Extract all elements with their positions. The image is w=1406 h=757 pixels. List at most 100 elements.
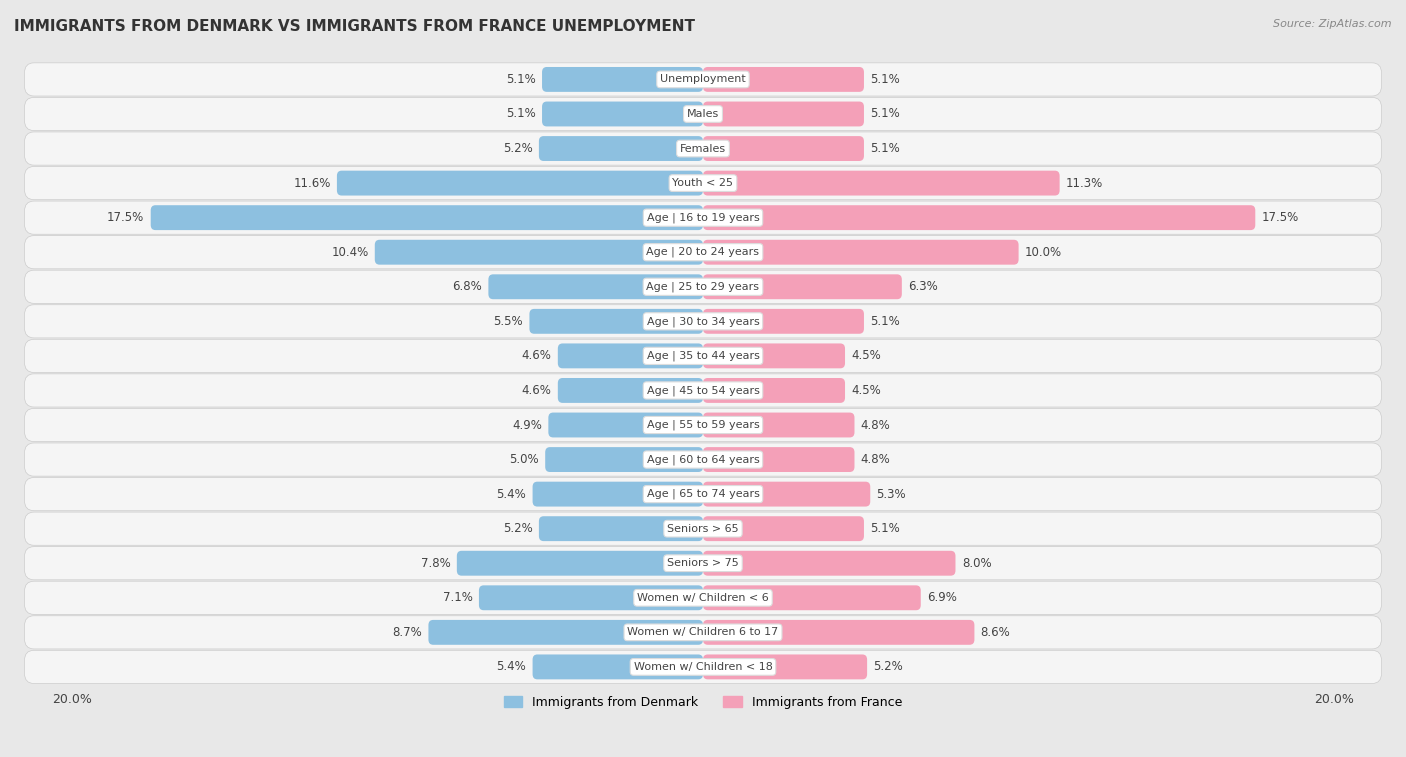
FancyBboxPatch shape <box>703 205 1256 230</box>
Text: Males: Males <box>688 109 718 119</box>
Text: 5.4%: 5.4% <box>496 488 526 500</box>
Text: Age | 55 to 59 years: Age | 55 to 59 years <box>647 419 759 430</box>
FancyBboxPatch shape <box>703 101 863 126</box>
Text: 5.2%: 5.2% <box>873 660 903 674</box>
FancyBboxPatch shape <box>24 478 1382 511</box>
Text: Age | 16 to 19 years: Age | 16 to 19 years <box>647 213 759 223</box>
FancyBboxPatch shape <box>24 443 1382 476</box>
FancyBboxPatch shape <box>24 615 1382 649</box>
Text: 5.2%: 5.2% <box>503 142 533 155</box>
Text: 7.8%: 7.8% <box>420 556 450 570</box>
FancyBboxPatch shape <box>558 378 703 403</box>
Text: 17.5%: 17.5% <box>107 211 145 224</box>
Text: 5.1%: 5.1% <box>870 107 900 120</box>
Text: 4.5%: 4.5% <box>851 350 882 363</box>
Text: 4.6%: 4.6% <box>522 384 551 397</box>
Text: Age | 65 to 74 years: Age | 65 to 74 years <box>647 489 759 500</box>
FancyBboxPatch shape <box>703 170 1060 195</box>
FancyBboxPatch shape <box>24 63 1382 96</box>
FancyBboxPatch shape <box>24 581 1382 615</box>
Text: 4.6%: 4.6% <box>522 350 551 363</box>
FancyBboxPatch shape <box>546 447 703 472</box>
Text: Age | 25 to 29 years: Age | 25 to 29 years <box>647 282 759 292</box>
FancyBboxPatch shape <box>703 516 863 541</box>
Text: 17.5%: 17.5% <box>1261 211 1299 224</box>
Text: Women w/ Children 6 to 17: Women w/ Children 6 to 17 <box>627 628 779 637</box>
FancyBboxPatch shape <box>548 413 703 438</box>
FancyBboxPatch shape <box>24 235 1382 269</box>
FancyBboxPatch shape <box>703 309 863 334</box>
Text: 10.0%: 10.0% <box>1025 246 1062 259</box>
Text: Women w/ Children < 6: Women w/ Children < 6 <box>637 593 769 603</box>
Text: 5.1%: 5.1% <box>870 73 900 86</box>
Text: 5.5%: 5.5% <box>494 315 523 328</box>
FancyBboxPatch shape <box>538 516 703 541</box>
FancyBboxPatch shape <box>703 585 921 610</box>
Text: Youth < 25: Youth < 25 <box>672 178 734 188</box>
FancyBboxPatch shape <box>24 650 1382 684</box>
FancyBboxPatch shape <box>24 305 1382 338</box>
FancyBboxPatch shape <box>24 339 1382 372</box>
FancyBboxPatch shape <box>558 344 703 369</box>
FancyBboxPatch shape <box>337 170 703 195</box>
Text: 4.8%: 4.8% <box>860 453 890 466</box>
Text: 5.1%: 5.1% <box>506 73 536 86</box>
Text: 5.1%: 5.1% <box>870 315 900 328</box>
Text: 7.1%: 7.1% <box>443 591 472 604</box>
FancyBboxPatch shape <box>703 447 855 472</box>
Text: Age | 30 to 34 years: Age | 30 to 34 years <box>647 316 759 326</box>
FancyBboxPatch shape <box>24 98 1382 130</box>
Text: Age | 20 to 24 years: Age | 20 to 24 years <box>647 247 759 257</box>
FancyBboxPatch shape <box>429 620 703 645</box>
Text: 5.1%: 5.1% <box>870 522 900 535</box>
FancyBboxPatch shape <box>24 167 1382 200</box>
Text: 5.0%: 5.0% <box>509 453 538 466</box>
FancyBboxPatch shape <box>530 309 703 334</box>
FancyBboxPatch shape <box>375 240 703 265</box>
Text: Seniors > 75: Seniors > 75 <box>666 558 740 569</box>
Text: 5.1%: 5.1% <box>506 107 536 120</box>
FancyBboxPatch shape <box>24 374 1382 407</box>
Legend: Immigrants from Denmark, Immigrants from France: Immigrants from Denmark, Immigrants from… <box>499 691 907 714</box>
Text: Women w/ Children < 18: Women w/ Children < 18 <box>634 662 772 672</box>
Text: 6.8%: 6.8% <box>453 280 482 293</box>
Text: 8.0%: 8.0% <box>962 556 991 570</box>
Text: 5.1%: 5.1% <box>870 142 900 155</box>
Text: 11.6%: 11.6% <box>294 176 330 189</box>
FancyBboxPatch shape <box>703 378 845 403</box>
FancyBboxPatch shape <box>533 481 703 506</box>
FancyBboxPatch shape <box>150 205 703 230</box>
Text: 8.7%: 8.7% <box>392 626 422 639</box>
Text: 4.9%: 4.9% <box>512 419 543 431</box>
Text: 11.3%: 11.3% <box>1066 176 1104 189</box>
Text: Source: ZipAtlas.com: Source: ZipAtlas.com <box>1274 19 1392 29</box>
Text: 6.3%: 6.3% <box>908 280 938 293</box>
Text: 4.8%: 4.8% <box>860 419 890 431</box>
FancyBboxPatch shape <box>703 240 1018 265</box>
Text: 5.4%: 5.4% <box>496 660 526 674</box>
FancyBboxPatch shape <box>533 655 703 679</box>
FancyBboxPatch shape <box>457 551 703 575</box>
FancyBboxPatch shape <box>24 409 1382 441</box>
Text: Age | 45 to 54 years: Age | 45 to 54 years <box>647 385 759 396</box>
Text: 6.9%: 6.9% <box>927 591 957 604</box>
FancyBboxPatch shape <box>703 413 855 438</box>
Text: Unemployment: Unemployment <box>661 74 745 85</box>
FancyBboxPatch shape <box>703 620 974 645</box>
Text: IMMIGRANTS FROM DENMARK VS IMMIGRANTS FROM FRANCE UNEMPLOYMENT: IMMIGRANTS FROM DENMARK VS IMMIGRANTS FR… <box>14 19 695 34</box>
FancyBboxPatch shape <box>703 136 863 161</box>
FancyBboxPatch shape <box>703 481 870 506</box>
Text: 8.6%: 8.6% <box>981 626 1011 639</box>
Text: 5.3%: 5.3% <box>876 488 907 500</box>
Text: 10.4%: 10.4% <box>332 246 368 259</box>
FancyBboxPatch shape <box>488 274 703 299</box>
FancyBboxPatch shape <box>703 67 863 92</box>
Text: Females: Females <box>681 144 725 154</box>
FancyBboxPatch shape <box>24 512 1382 545</box>
Text: Age | 35 to 44 years: Age | 35 to 44 years <box>647 350 759 361</box>
FancyBboxPatch shape <box>24 132 1382 165</box>
FancyBboxPatch shape <box>24 201 1382 234</box>
FancyBboxPatch shape <box>479 585 703 610</box>
FancyBboxPatch shape <box>703 551 956 575</box>
Text: 4.5%: 4.5% <box>851 384 882 397</box>
